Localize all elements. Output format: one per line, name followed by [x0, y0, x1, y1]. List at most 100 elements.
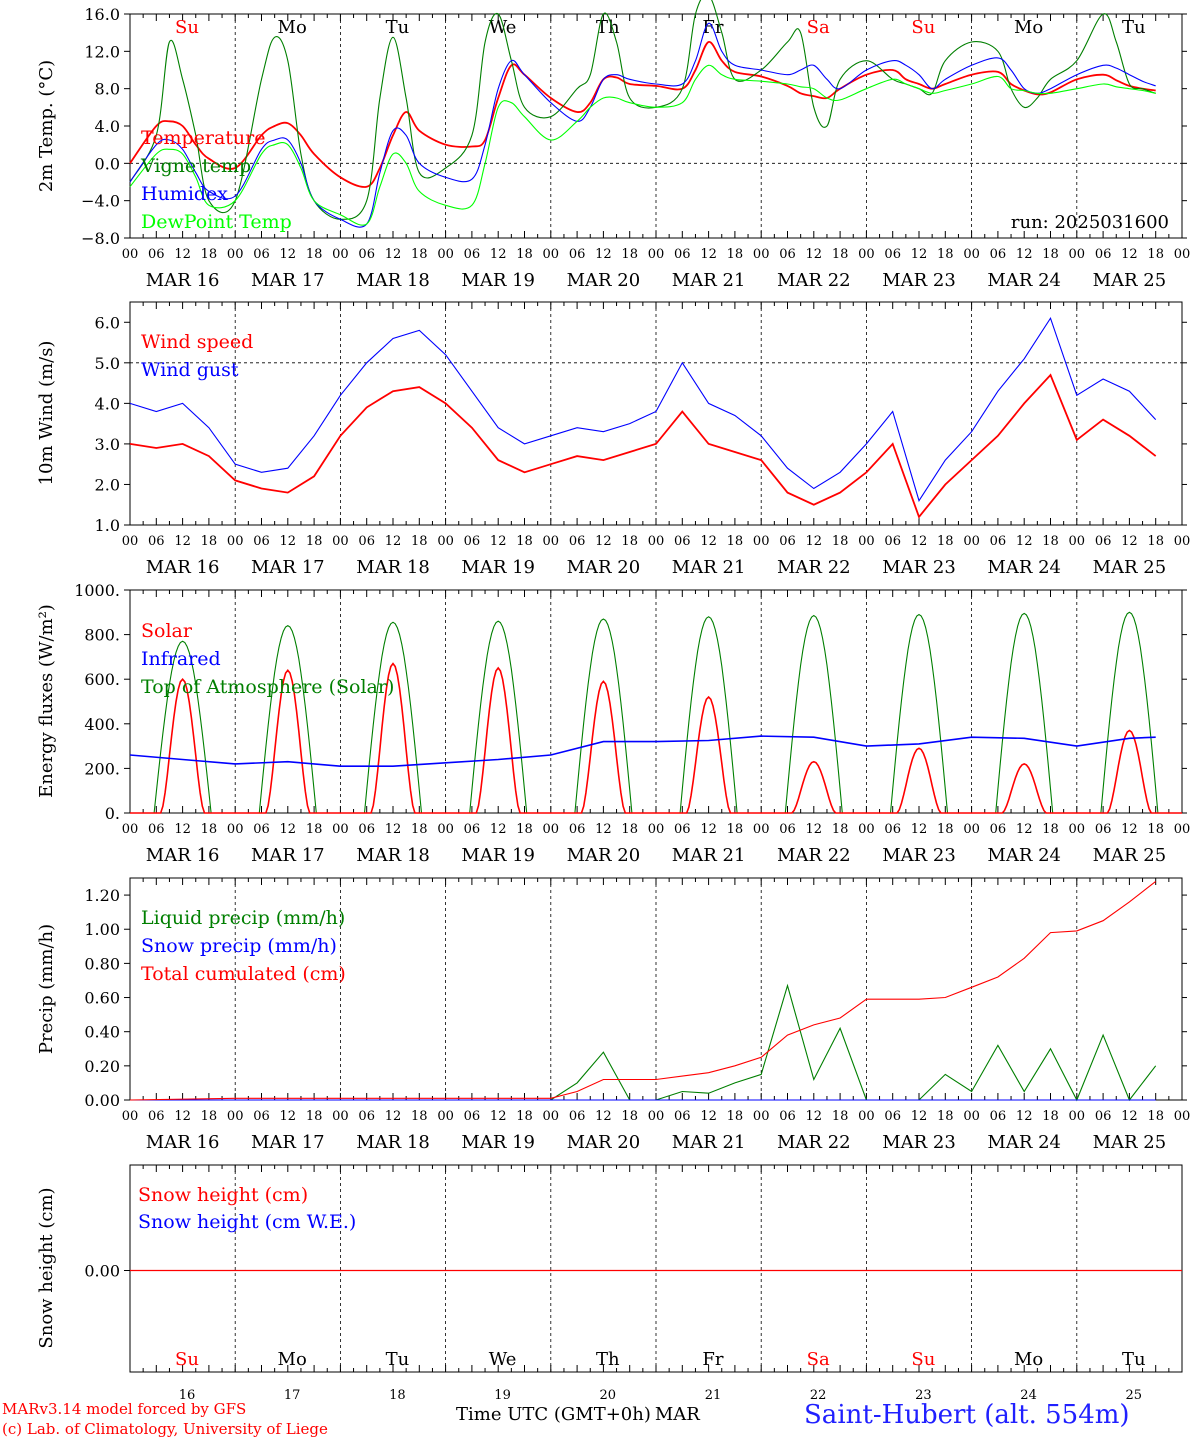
hour-tick-label: 06 [884, 822, 901, 837]
panel-2: 6.0 5.0 4.0 3.0 2.0 1.0 10m Wind (m/s) 00 06 12 18… [36, 301, 1190, 578]
hour-tick-label: 18 [306, 822, 323, 837]
hour-tick-label: 00 [753, 534, 770, 549]
hour-tick-label: 00 [858, 1109, 875, 1124]
hour-tick-label: 18 [411, 247, 428, 262]
hour-tick-label: 12 [700, 1109, 717, 1124]
hour-tick-label: 12 [1121, 247, 1138, 262]
hour-tick-label: 06 [1095, 1109, 1112, 1124]
run-label: run: 2025031600 [1011, 212, 1169, 233]
hour-tick-label: 06 [884, 1109, 901, 1124]
hour-tick-label: 00 [648, 822, 665, 837]
hour-tick-label: 12 [174, 822, 191, 837]
hour-tick-label: 12 [1016, 1109, 1033, 1124]
hour-tick-label: 00 [1174, 1109, 1191, 1124]
hour-tick-label: 00 [1069, 534, 1086, 549]
date-label: MAR 21 [672, 1132, 746, 1153]
y-axis-title: Precip (mm/h) [36, 924, 57, 1054]
hour-tick-label: 00 [963, 1109, 980, 1124]
hour-tick-label: 06 [990, 534, 1007, 549]
hour-tick-label: 06 [464, 1109, 481, 1124]
date-label: MAR 23 [882, 557, 956, 578]
hour-tick-label: 00 [858, 822, 875, 837]
y-axis-title: Energy fluxes (W/m²) [36, 604, 57, 798]
hour-tick-label: 06 [148, 822, 165, 837]
date-label: MAR 23 [882, 1132, 956, 1153]
hour-tick-label: 18 [201, 534, 218, 549]
date-label: MAR 25 [1093, 1132, 1167, 1153]
hour-tick-label: 18 [516, 822, 533, 837]
date-label: MAR 24 [987, 270, 1061, 291]
model-credit-line2: (c) Lab. of Climatology, University of L… [2, 1420, 328, 1438]
day-name-label: Su [175, 1349, 199, 1370]
hour-tick-label: 00 [858, 247, 875, 262]
hour-tick-label: 12 [174, 1109, 191, 1124]
hour-tick-label: 00 [1174, 822, 1191, 837]
hour-tick-label: 06 [253, 247, 270, 262]
date-label: MAR 16 [146, 1132, 220, 1153]
hour-tick-label: 06 [464, 534, 481, 549]
hour-tick-label: 18 [1042, 822, 1059, 837]
series-line-temperature [129, 41, 1156, 188]
series-line-liquid-precip-mm-h- [130, 983, 1157, 1102]
hour-tick-label: 06 [884, 534, 901, 549]
hour-tick-label: 18 [937, 247, 954, 262]
y-tick-label: −4.0 [81, 192, 120, 211]
hour-tick-label: 00 [437, 1109, 454, 1124]
y-tick-label: 0.0 [95, 154, 120, 173]
series-line-total-cumulated-cm- [129, 880, 1157, 1101]
hour-tick-label: 06 [779, 247, 796, 262]
hour-tick-label: 12 [595, 1109, 612, 1124]
y-tick-label: 0.80 [84, 954, 120, 973]
hour-tick-label: 12 [700, 247, 717, 262]
y-tick-label: 800. [84, 626, 120, 645]
hour-tick-label: 12 [490, 247, 507, 262]
hour-tick-label: 00 [753, 822, 770, 837]
day-number-label: 20 [600, 1388, 617, 1403]
hour-tick-label: 12 [595, 534, 612, 549]
date-label: MAR 18 [356, 1132, 430, 1153]
day-name-label: Su [911, 17, 935, 38]
date-label: MAR 22 [777, 270, 851, 291]
hour-tick-label: 18 [937, 822, 954, 837]
hour-tick-label: 06 [148, 247, 165, 262]
day-name-label: Th [596, 1349, 620, 1370]
y-tick-label: 8.0 [95, 80, 120, 99]
hour-tick-label: 06 [358, 1109, 375, 1124]
hour-tick-label: 06 [148, 1109, 165, 1124]
hour-tick-label: 06 [779, 822, 796, 837]
date-label: MAR 16 [146, 845, 220, 866]
day-number-label: 21 [705, 1388, 722, 1403]
hour-tick-label: 06 [358, 247, 375, 262]
hour-tick-label: 12 [280, 534, 297, 549]
hour-tick-label: 06 [569, 247, 586, 262]
date-label: MAR 17 [251, 1132, 325, 1153]
series-line-dewpoint-temp [129, 64, 1156, 226]
hour-tick-label: 06 [1095, 534, 1112, 549]
hour-tick-label: 12 [911, 1109, 928, 1124]
hour-tick-label: 00 [648, 534, 665, 549]
legend-dewpoint-temp: DewPoint Temp [141, 211, 292, 233]
hour-tick-label: 18 [1147, 534, 1164, 549]
panel-1: 16.0 12.0 8.0 4.0 0.0 −4.0 −8.0 2m Temp. (°C) 00… [36, 0, 1190, 291]
model-credit-line1: MARv3.14 model forced by GFS [2, 1400, 247, 1418]
hour-tick-label: 06 [674, 1109, 691, 1124]
y-tick-label: 0.00 [84, 1262, 120, 1281]
date-label: MAR 17 [251, 270, 325, 291]
hour-tick-label: 12 [806, 247, 823, 262]
hour-tick-label: 00 [543, 1109, 560, 1124]
hour-tick-label: 18 [727, 822, 744, 837]
hour-tick-label: 12 [595, 247, 612, 262]
hour-tick-label: 06 [779, 1109, 796, 1124]
hour-tick-label: 12 [1016, 534, 1033, 549]
hour-tick-label: 18 [1147, 1109, 1164, 1124]
hour-tick-label: 18 [201, 822, 218, 837]
hour-tick-label: 12 [1016, 822, 1033, 837]
legend-total-cumulated-cm-: Total cumulated (cm) [141, 963, 346, 985]
hour-tick-label: 00 [753, 247, 770, 262]
date-label: MAR 18 [356, 557, 430, 578]
hour-tick-label: 12 [911, 534, 928, 549]
hour-tick-label: 18 [306, 247, 323, 262]
hour-tick-label: 06 [253, 1109, 270, 1124]
hour-tick-label: 12 [1121, 534, 1138, 549]
date-label: MAR 20 [567, 845, 641, 866]
